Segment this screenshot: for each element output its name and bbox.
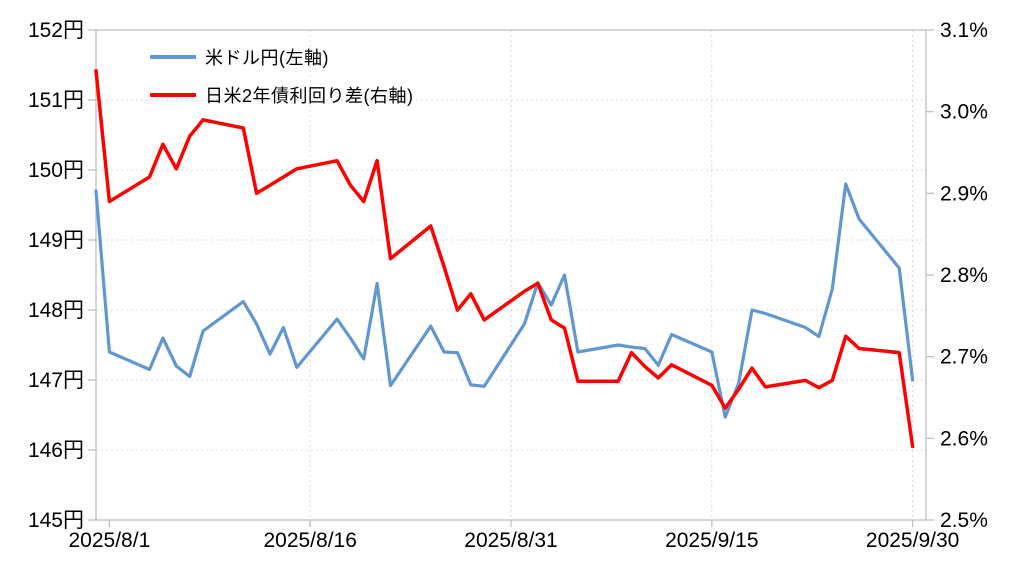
y-right-axis-label: 2.6% bbox=[940, 427, 988, 450]
y-left-axis-label: 149円 bbox=[28, 229, 84, 252]
y-left-axis-label: 146円 bbox=[28, 439, 84, 462]
x-axis-label: 2025/9/30 bbox=[866, 529, 959, 552]
legend-swatch-yield-spread bbox=[150, 93, 196, 97]
x-axis-label: 2025/8/1 bbox=[69, 529, 151, 552]
y-left-axis-label: 152円 bbox=[28, 19, 84, 42]
legend-item-yield-spread: 日米2年債利回り差(右軸) bbox=[150, 82, 414, 108]
y-right-axis-label: 2.7% bbox=[940, 346, 988, 369]
y-right-axis-label: 2.8% bbox=[940, 264, 988, 287]
legend-label-yield-spread: 日米2年債利回り差(右軸) bbox=[205, 86, 414, 106]
y-left-axis-label: 151円 bbox=[28, 89, 84, 112]
y-right-axis-label: 2.5% bbox=[940, 509, 988, 532]
legend: 米ドル円(左軸) 日米2年債利回り差(右軸) bbox=[150, 44, 414, 120]
legend-label-usdjpy: 米ドル円(左軸) bbox=[205, 48, 329, 68]
y-left-axis-label: 150円 bbox=[28, 159, 84, 182]
y-left-axis-label: 148円 bbox=[28, 299, 84, 322]
y-right-axis-labels: 3.1% 3.0% 2.9% 2.8% 2.7% 2.6% 2.5% bbox=[940, 19, 988, 532]
x-axis-label: 2025/8/16 bbox=[263, 529, 356, 552]
gridlines bbox=[96, 30, 926, 520]
axis-tick-marks bbox=[88, 29, 934, 527]
y-left-axis-labels: 152円 151円 150円 149円 148円 147円 146円 145円 bbox=[28, 19, 84, 532]
y-left-axis-label: 145円 bbox=[28, 509, 84, 532]
y-left-axis-label: 147円 bbox=[28, 369, 84, 392]
series-lines bbox=[94, 69, 915, 449]
legend-swatch-usdjpy bbox=[150, 55, 196, 59]
yield-spread-line bbox=[94, 69, 915, 449]
legend-item-usdjpy: 米ドル円(左軸) bbox=[150, 44, 414, 70]
x-axis-label: 2025/9/15 bbox=[665, 529, 758, 552]
y-right-axis-label: 2.9% bbox=[940, 182, 988, 205]
y-right-axis-label: 3.1% bbox=[940, 19, 988, 42]
usdjpy-line bbox=[94, 182, 915, 419]
x-axis-labels: 2025/8/1 2025/8/16 2025/8/31 2025/9/15 2025/… bbox=[69, 529, 960, 552]
y-right-axis-label: 3.0% bbox=[940, 101, 988, 124]
x-axis-label: 2025/8/31 bbox=[464, 529, 557, 552]
